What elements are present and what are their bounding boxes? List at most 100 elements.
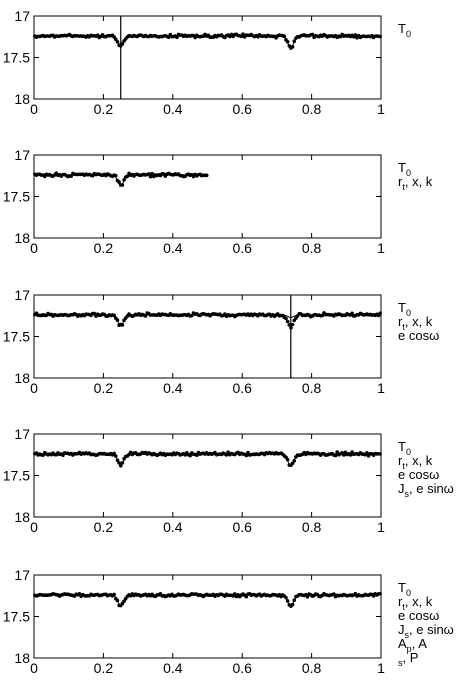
y-tick-label: 17.5: [3, 329, 30, 345]
data-point: [284, 316, 288, 321]
data-point: [120, 323, 125, 327]
parameter-label: rt, x, k: [398, 174, 433, 192]
parameter-label: e cosω: [398, 328, 439, 343]
y-tick-label: 18: [14, 650, 30, 666]
data-point: [333, 453, 338, 458]
plot-frame: [33, 154, 382, 239]
plot-frame: [33, 574, 382, 659]
parameter-symbol: T: [398, 21, 406, 36]
parameter-text: , e sinω: [409, 622, 454, 637]
data-point: [117, 461, 121, 465]
parameter-label: T0: [398, 300, 411, 318]
data-point: [378, 34, 382, 39]
data-point: [166, 35, 171, 40]
data-point: [378, 591, 382, 596]
data-point: [118, 463, 123, 468]
data-point: [190, 313, 194, 318]
x-tick-label: 0.8: [302, 380, 322, 396]
data-point: [335, 450, 340, 454]
data-point: [305, 595, 310, 599]
plot-frame: [33, 15, 382, 100]
parameter-label: s, P: [398, 650, 418, 668]
parameter-symbol: J: [398, 622, 405, 637]
parameter-symbol: T: [398, 300, 406, 315]
parameter-subscript: s: [398, 658, 403, 668]
x-tick-label: 1: [377, 380, 385, 396]
x-tick-label: 1: [377, 660, 385, 676]
y-tick-label: 18: [14, 509, 30, 525]
data-point: [284, 595, 288, 600]
data-point: [285, 457, 290, 462]
y-tick-label: 17: [14, 567, 30, 583]
data-point: [290, 45, 295, 49]
data-point: [148, 174, 153, 179]
data-point: [69, 174, 73, 178]
data-point: [353, 33, 358, 37]
data-point: [350, 311, 354, 316]
data-point: [290, 322, 295, 327]
y-tick-label: 17: [14, 147, 30, 163]
parameter-symbol: J: [398, 481, 405, 496]
x-tick-label: 0: [30, 660, 38, 676]
parameter-symbol: e cosω: [398, 608, 439, 623]
data-point: [120, 42, 125, 46]
data-point: [342, 453, 346, 457]
data-point: [378, 452, 382, 456]
data-point: [292, 459, 297, 463]
parameter-label: rt, x, k: [398, 453, 433, 471]
parameter-label: e cosω: [398, 467, 439, 482]
parameter-subscript: p: [407, 644, 412, 654]
x-tick-label: 1: [377, 240, 385, 256]
data-point: [244, 453, 249, 458]
y-tick-label: 18: [14, 91, 30, 107]
data-point: [292, 39, 297, 44]
parameter-subscript: 0: [406, 29, 411, 39]
x-tick-label: 0.4: [163, 519, 183, 535]
data-point: [285, 40, 290, 44]
y-tick-label: 17: [14, 8, 30, 24]
data-point: [112, 313, 116, 318]
data-point: [310, 32, 315, 37]
data-point: [175, 35, 179, 40]
x-tick-label: 0: [30, 101, 38, 117]
parameter-label: Js, e sinω: [398, 481, 454, 499]
x-tick-label: 0.4: [163, 380, 183, 396]
x-tick-label: 0: [30, 519, 38, 535]
data-point: [125, 174, 130, 179]
parameter-symbol: e cosω: [398, 328, 439, 343]
parameter-symbol: r: [398, 174, 403, 189]
data-point: [194, 453, 199, 457]
x-tick-label: 0.6: [232, 660, 252, 676]
data-point: [113, 173, 118, 178]
data-point: [120, 183, 125, 187]
parameter-text: , x, k: [405, 314, 433, 329]
data-point: [332, 592, 336, 596]
plot-frame: [33, 433, 382, 518]
parameter-subscript: t: [402, 182, 405, 192]
data-point: [226, 450, 230, 454]
y-tick-label: 17: [14, 426, 30, 442]
x-tick-label: 0.8: [302, 519, 322, 535]
data-point: [115, 318, 120, 322]
parameter-text: , P: [403, 650, 419, 665]
parameter-label: rt, x, k: [398, 314, 433, 332]
x-tick-label: 0.6: [232, 519, 252, 535]
y-tick-label: 17.5: [3, 50, 30, 66]
model-curve: [34, 314, 381, 327]
data-point: [282, 34, 287, 39]
data-point: [117, 180, 121, 184]
parameter-text: , x, k: [405, 174, 433, 189]
y-tick-label: 17.5: [3, 468, 30, 484]
parameter-text: , x, k: [405, 594, 433, 609]
data-point: [92, 311, 97, 316]
x-tick-label: 0.4: [163, 240, 183, 256]
parameter-label: T0: [398, 439, 411, 457]
parameter-subscript: s: [405, 489, 410, 499]
parameter-symbol: T: [398, 580, 406, 595]
data-point: [113, 454, 118, 458]
parameter-symbol: r: [398, 594, 403, 609]
parameter-symbol: r: [398, 453, 403, 468]
x-tick-label: 0: [30, 240, 38, 256]
